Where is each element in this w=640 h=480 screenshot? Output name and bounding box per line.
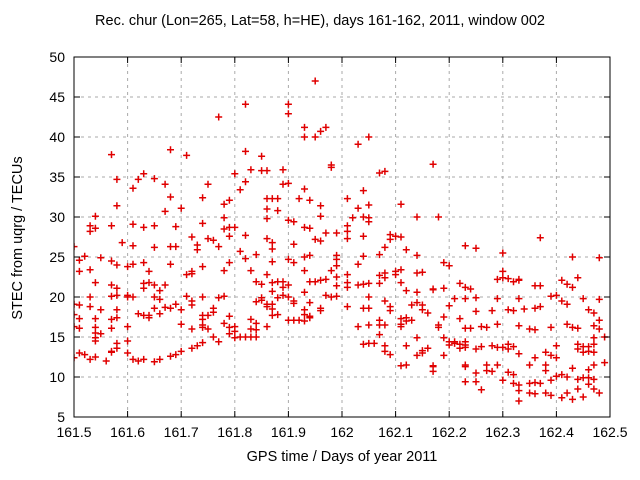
svg-text:5: 5	[57, 409, 65, 425]
svg-text:30: 30	[49, 209, 65, 225]
svg-text:45: 45	[49, 89, 65, 105]
svg-text:40: 40	[49, 129, 65, 145]
svg-text:162: 162	[330, 424, 354, 440]
svg-text:35: 35	[49, 169, 65, 185]
svg-text:161.6: 161.6	[110, 424, 145, 440]
svg-text:161.5: 161.5	[56, 424, 91, 440]
x-axis-label: GPS time / Days of year 2011	[246, 449, 438, 465]
svg-text:161.7: 161.7	[164, 424, 199, 440]
svg-text:50: 50	[49, 49, 65, 65]
plot-border-and-ticks	[73, 56, 611, 418]
data-points	[73, 77, 609, 405]
svg-text:25: 25	[49, 249, 65, 265]
svg-text:20: 20	[49, 289, 65, 305]
svg-text:10: 10	[49, 369, 65, 385]
svg-text:162.3: 162.3	[485, 424, 520, 440]
svg-text:162.5: 162.5	[592, 424, 627, 440]
svg-text:161.9: 161.9	[271, 424, 306, 440]
svg-text:15: 15	[49, 329, 65, 345]
svg-text:161.8: 161.8	[217, 424, 252, 440]
svg-text:162.2: 162.2	[432, 424, 467, 440]
chart-title: Rec. chur (Lon=265, Lat=58, h=HE), days …	[95, 13, 545, 29]
svg-text:162.1: 162.1	[378, 424, 413, 440]
y-tick-labels: 5 10 15 20 25 30 35 40 45 50	[49, 49, 65, 425]
grid-lines	[74, 57, 610, 417]
svg-text:162.4: 162.4	[539, 424, 574, 440]
x-tick-labels: 161.5 161.6 161.7 161.8 161.9 162 162.1 162.2 16…	[56, 424, 627, 440]
